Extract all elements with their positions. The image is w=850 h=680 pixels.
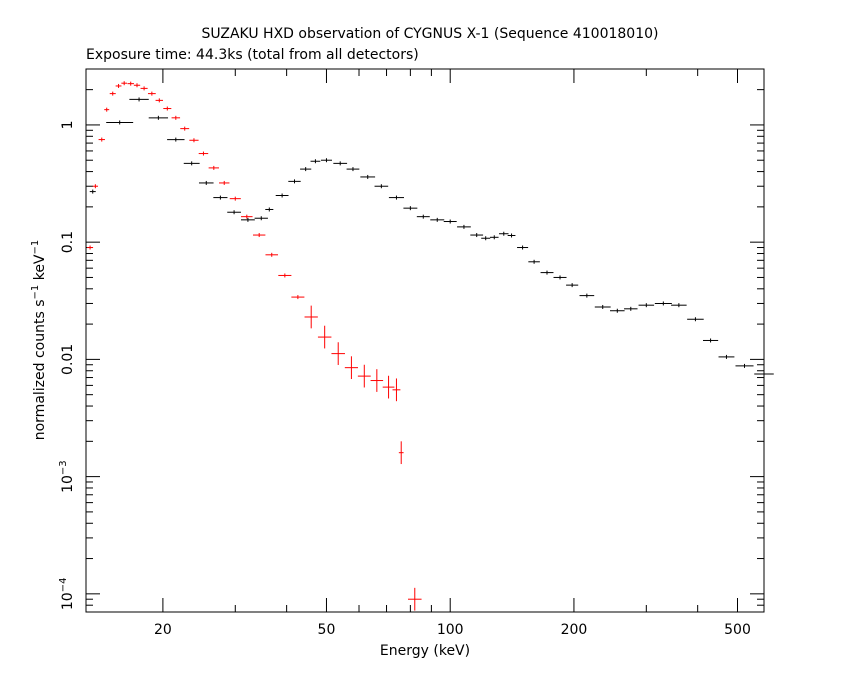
y-axis-label-unit: keV <box>32 254 48 285</box>
y-tick-label: 10−4 <box>58 578 76 611</box>
x-tick-label: 20 <box>154 622 172 638</box>
chart-title: SUZAKU HXD observation of CYGNUS X-1 (Se… <box>202 26 659 42</box>
y-tick-label-base: 10 <box>60 592 76 610</box>
y-axis-label: normalized counts s−1 keV−1 <box>30 240 48 441</box>
series-0 <box>87 81 422 611</box>
plot-frame <box>85 68 765 613</box>
y-tick-label-base: 1 <box>60 120 76 129</box>
y-tick-label-base: 0.1 <box>60 231 76 253</box>
x-tick-label: 200 <box>561 622 588 638</box>
x-tick-label: 50 <box>318 622 336 638</box>
y-axis-label-exp2: −1 <box>30 240 41 255</box>
y-tick-label-exp: −3 <box>58 460 69 475</box>
x-axis-label: Energy (keV) <box>380 643 470 659</box>
x-tick-label: 100 <box>437 622 464 638</box>
x-axis-ticks: 20 50 100 200 500 <box>154 69 751 638</box>
y-tick-label: 10−3 <box>58 460 76 493</box>
y-tick-label-exp: −4 <box>58 578 69 593</box>
x-tick-label: 500 <box>724 622 751 638</box>
series-1 <box>89 97 774 377</box>
y-tick-label: 0.01 <box>60 344 76 375</box>
y-axis-label-main: normalized counts s <box>32 299 48 440</box>
y-tick-label: 0.1 <box>60 231 76 253</box>
y-tick-label: 1 <box>60 120 76 129</box>
chart-subtitle: Exposure time: 44.3ks (total from all de… <box>86 47 419 63</box>
y-tick-label-base: 10 <box>60 475 76 493</box>
data-series <box>87 81 774 611</box>
y-tick-label-base: 0.01 <box>60 344 76 375</box>
y-axis-label-exp1: −1 <box>30 285 41 300</box>
